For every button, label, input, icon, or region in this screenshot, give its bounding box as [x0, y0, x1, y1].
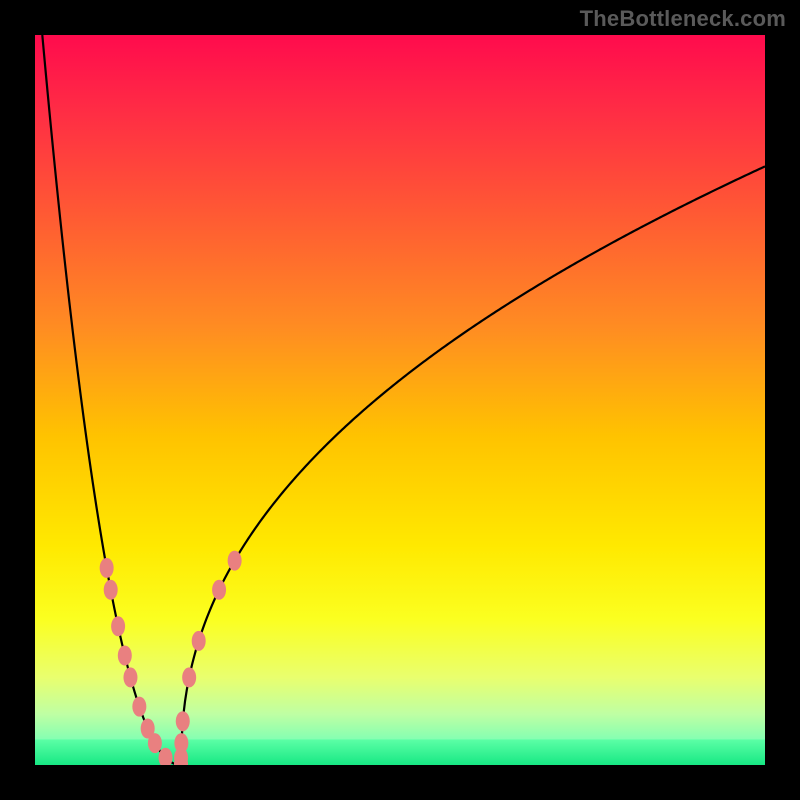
green-strip: [35, 739, 765, 765]
data-marker: [104, 580, 118, 600]
data-marker: [212, 580, 226, 600]
plot-area: [35, 35, 765, 765]
data-marker: [182, 667, 196, 687]
watermark-text: TheBottleneck.com: [580, 6, 786, 32]
data-marker: [100, 558, 114, 578]
data-marker: [228, 551, 242, 571]
gradient-background: [35, 35, 765, 765]
data-marker: [111, 616, 125, 636]
data-marker: [174, 733, 188, 753]
data-marker: [123, 667, 137, 687]
data-marker: [132, 697, 146, 717]
data-marker: [176, 711, 190, 731]
data-marker: [192, 631, 206, 651]
chart-frame: TheBottleneck.com: [0, 0, 800, 800]
data-marker: [118, 646, 132, 666]
chart-svg: [35, 35, 765, 765]
data-marker: [148, 733, 162, 753]
